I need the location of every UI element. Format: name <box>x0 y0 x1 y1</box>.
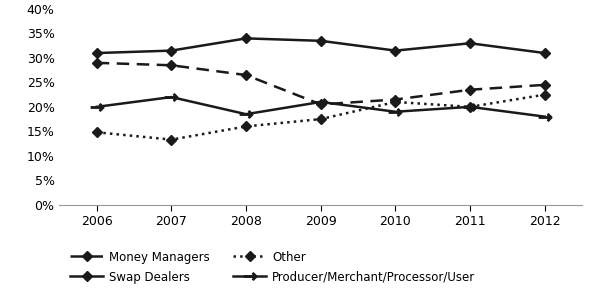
Legend: Money Managers, Swap Dealers, Other, Producer/Merchant/Processor/User: Money Managers, Swap Dealers, Other, Pro… <box>65 246 481 288</box>
